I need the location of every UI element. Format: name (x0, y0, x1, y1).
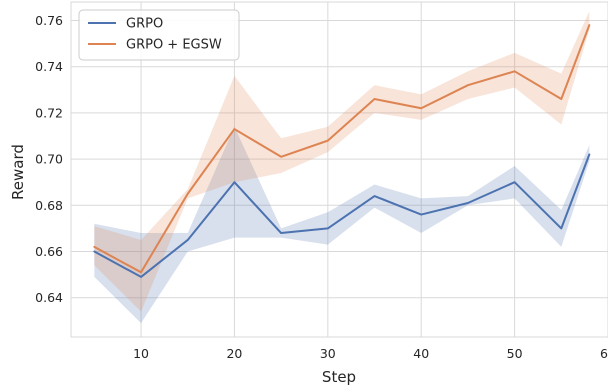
grid (70, 1, 608, 338)
x-tick-label: 40 (413, 346, 429, 361)
y-tick-label: 0.72 (35, 105, 63, 120)
x-tick-label: 20 (226, 346, 242, 361)
y-tick-label: 0.74 (35, 59, 63, 74)
y-tick-label: 0.68 (35, 198, 63, 213)
legend: GRPO GRPO + EGSW (78, 9, 240, 61)
x-tick-label: 50 (507, 346, 523, 361)
confidence-band (94, 126, 590, 324)
legend-entry-label: GRPO (126, 17, 163, 32)
x-axis-label: Step (322, 368, 356, 386)
y-tick-label: 0.64 (35, 290, 63, 305)
y-tick-label: 0.66 (35, 244, 63, 259)
y-tick-label: 0.70 (35, 152, 63, 167)
y-tick-labels: 0.64 0.66 0.68 0.70 0.72 0.74 0.76 (35, 13, 63, 305)
legend-entry-label: GRPO + EGSW (126, 38, 222, 53)
x-tick-label: 30 (320, 346, 336, 361)
x-tick-label: 10 (133, 346, 149, 361)
series-line (93, 24, 591, 274)
x-tick-labels: 10 20 30 40 50 60 (133, 346, 608, 361)
x-tick-label: 60 (600, 346, 608, 361)
series-line (93, 153, 591, 278)
y-axis-label: Reward (9, 144, 27, 200)
legend-box (78, 9, 240, 61)
y-tick-label: 0.76 (35, 13, 63, 28)
plot-frame (70, 1, 608, 338)
series-lines (93, 24, 591, 278)
